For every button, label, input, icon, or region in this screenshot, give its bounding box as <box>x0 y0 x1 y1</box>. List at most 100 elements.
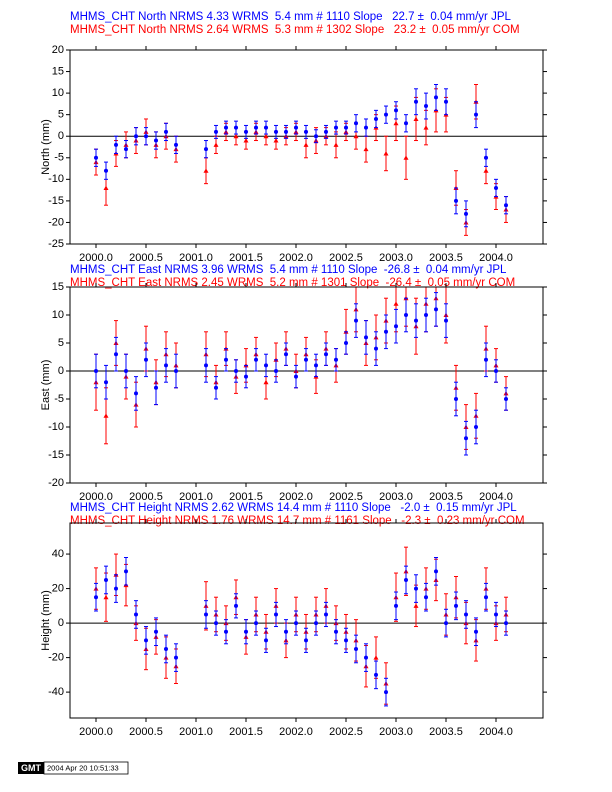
x-tick-label: 2000.5 <box>129 491 163 503</box>
point <box>304 129 308 134</box>
x-tick-label: 2002.5 <box>329 252 363 264</box>
y-tick-label: 20 <box>52 582 64 594</box>
point <box>204 612 208 617</box>
y-tick-label: -25 <box>48 238 64 250</box>
point <box>264 638 268 643</box>
point <box>504 621 508 626</box>
x-tick-label: 2004.0 <box>479 252 513 264</box>
point <box>464 612 468 617</box>
y-tick-label: 20 <box>52 44 64 56</box>
y-axis-label: North (mm) <box>40 119 52 175</box>
plot-area <box>70 287 543 456</box>
y-tick-label: 15 <box>52 281 64 293</box>
y-axis-label: Height (mm) <box>40 590 52 651</box>
panel-title: MHMS_CHT East NRMS 2.45 WRMS 5.2 mm # 13… <box>70 277 515 289</box>
x-tick-label: 2002.5 <box>329 726 363 738</box>
timestamp: 2004 Apr 20 10:51:33 <box>47 763 119 772</box>
point <box>384 329 388 334</box>
x-tick-label: 2003.0 <box>379 726 413 738</box>
y-tick-label: 40 <box>52 548 64 560</box>
point <box>244 374 248 379</box>
point <box>124 569 128 574</box>
point <box>154 629 158 634</box>
point <box>103 413 109 418</box>
point <box>334 125 338 130</box>
timestamp-box <box>43 761 129 775</box>
point <box>324 129 328 134</box>
point <box>383 150 389 156</box>
x-tick-label: 2004.0 <box>479 491 513 503</box>
point <box>384 112 388 117</box>
x-tick-label: 2000.0 <box>79 491 113 503</box>
x-tick-label: 2001.5 <box>229 726 263 738</box>
point <box>324 352 328 357</box>
y-tick-label: -5 <box>54 393 64 405</box>
point <box>224 629 228 634</box>
point <box>164 363 168 368</box>
x-tick-label: 2002.0 <box>279 726 313 738</box>
point <box>134 391 138 396</box>
panel-title: MHMS_CHT Height NRMS 1.76 WRMS 14.7 mm #… <box>70 515 525 527</box>
point <box>254 357 258 362</box>
point <box>284 629 288 634</box>
point <box>393 120 399 126</box>
point <box>414 586 418 591</box>
x-tick-label: 2000.0 <box>79 252 113 264</box>
y-tick-label: -20 <box>48 477 64 489</box>
point <box>494 369 498 373</box>
point <box>144 134 148 139</box>
y-tick-label: 10 <box>52 309 64 321</box>
gmt-logo <box>18 762 44 774</box>
point <box>474 112 478 117</box>
point <box>494 612 498 617</box>
point <box>273 138 279 143</box>
point <box>174 655 178 660</box>
y-tick-label: -15 <box>48 449 64 461</box>
point <box>474 425 478 429</box>
point <box>224 125 228 130</box>
point <box>263 133 269 139</box>
point <box>454 397 458 401</box>
point <box>314 363 318 368</box>
x-tick-label: 2000.0 <box>79 726 113 738</box>
point <box>114 586 118 591</box>
point <box>94 595 98 600</box>
point <box>314 134 318 139</box>
x-tick-label: 2000.5 <box>129 252 163 264</box>
point <box>204 147 208 152</box>
point <box>104 380 108 385</box>
point <box>404 313 408 317</box>
x-tick-label: 2004.0 <box>479 726 513 738</box>
x-tick-label: 2001.5 <box>229 491 263 503</box>
y-axis-label: East (mm) <box>40 360 52 411</box>
x-tick-label: 2003.5 <box>429 491 463 503</box>
panel-title: MHMS_CHT North NRMS 4.33 WRMS 5.4 mm # 1… <box>70 11 512 23</box>
y-tick-label: 15 <box>52 65 64 77</box>
point <box>94 155 98 160</box>
point <box>314 621 318 626</box>
y-tick-label: 0 <box>58 365 64 377</box>
point <box>444 99 448 104</box>
point <box>353 133 359 139</box>
point <box>354 121 358 126</box>
x-tick-label: 2001.0 <box>179 726 213 738</box>
y-tick-label: 5 <box>58 337 64 349</box>
y-tick-label: 5 <box>58 109 64 121</box>
point <box>244 629 248 634</box>
point <box>454 198 458 203</box>
point <box>424 313 428 317</box>
point <box>94 369 98 373</box>
point <box>284 352 288 357</box>
point <box>504 397 508 401</box>
x-tick-label: 2003.0 <box>379 252 413 264</box>
point <box>414 318 418 323</box>
point <box>244 129 248 134</box>
point <box>403 155 409 160</box>
x-tick-label: 2002.0 <box>279 491 313 503</box>
point <box>104 577 108 582</box>
point <box>284 129 288 134</box>
point <box>424 104 428 109</box>
point <box>334 357 338 362</box>
point <box>234 603 238 608</box>
point <box>483 168 489 173</box>
